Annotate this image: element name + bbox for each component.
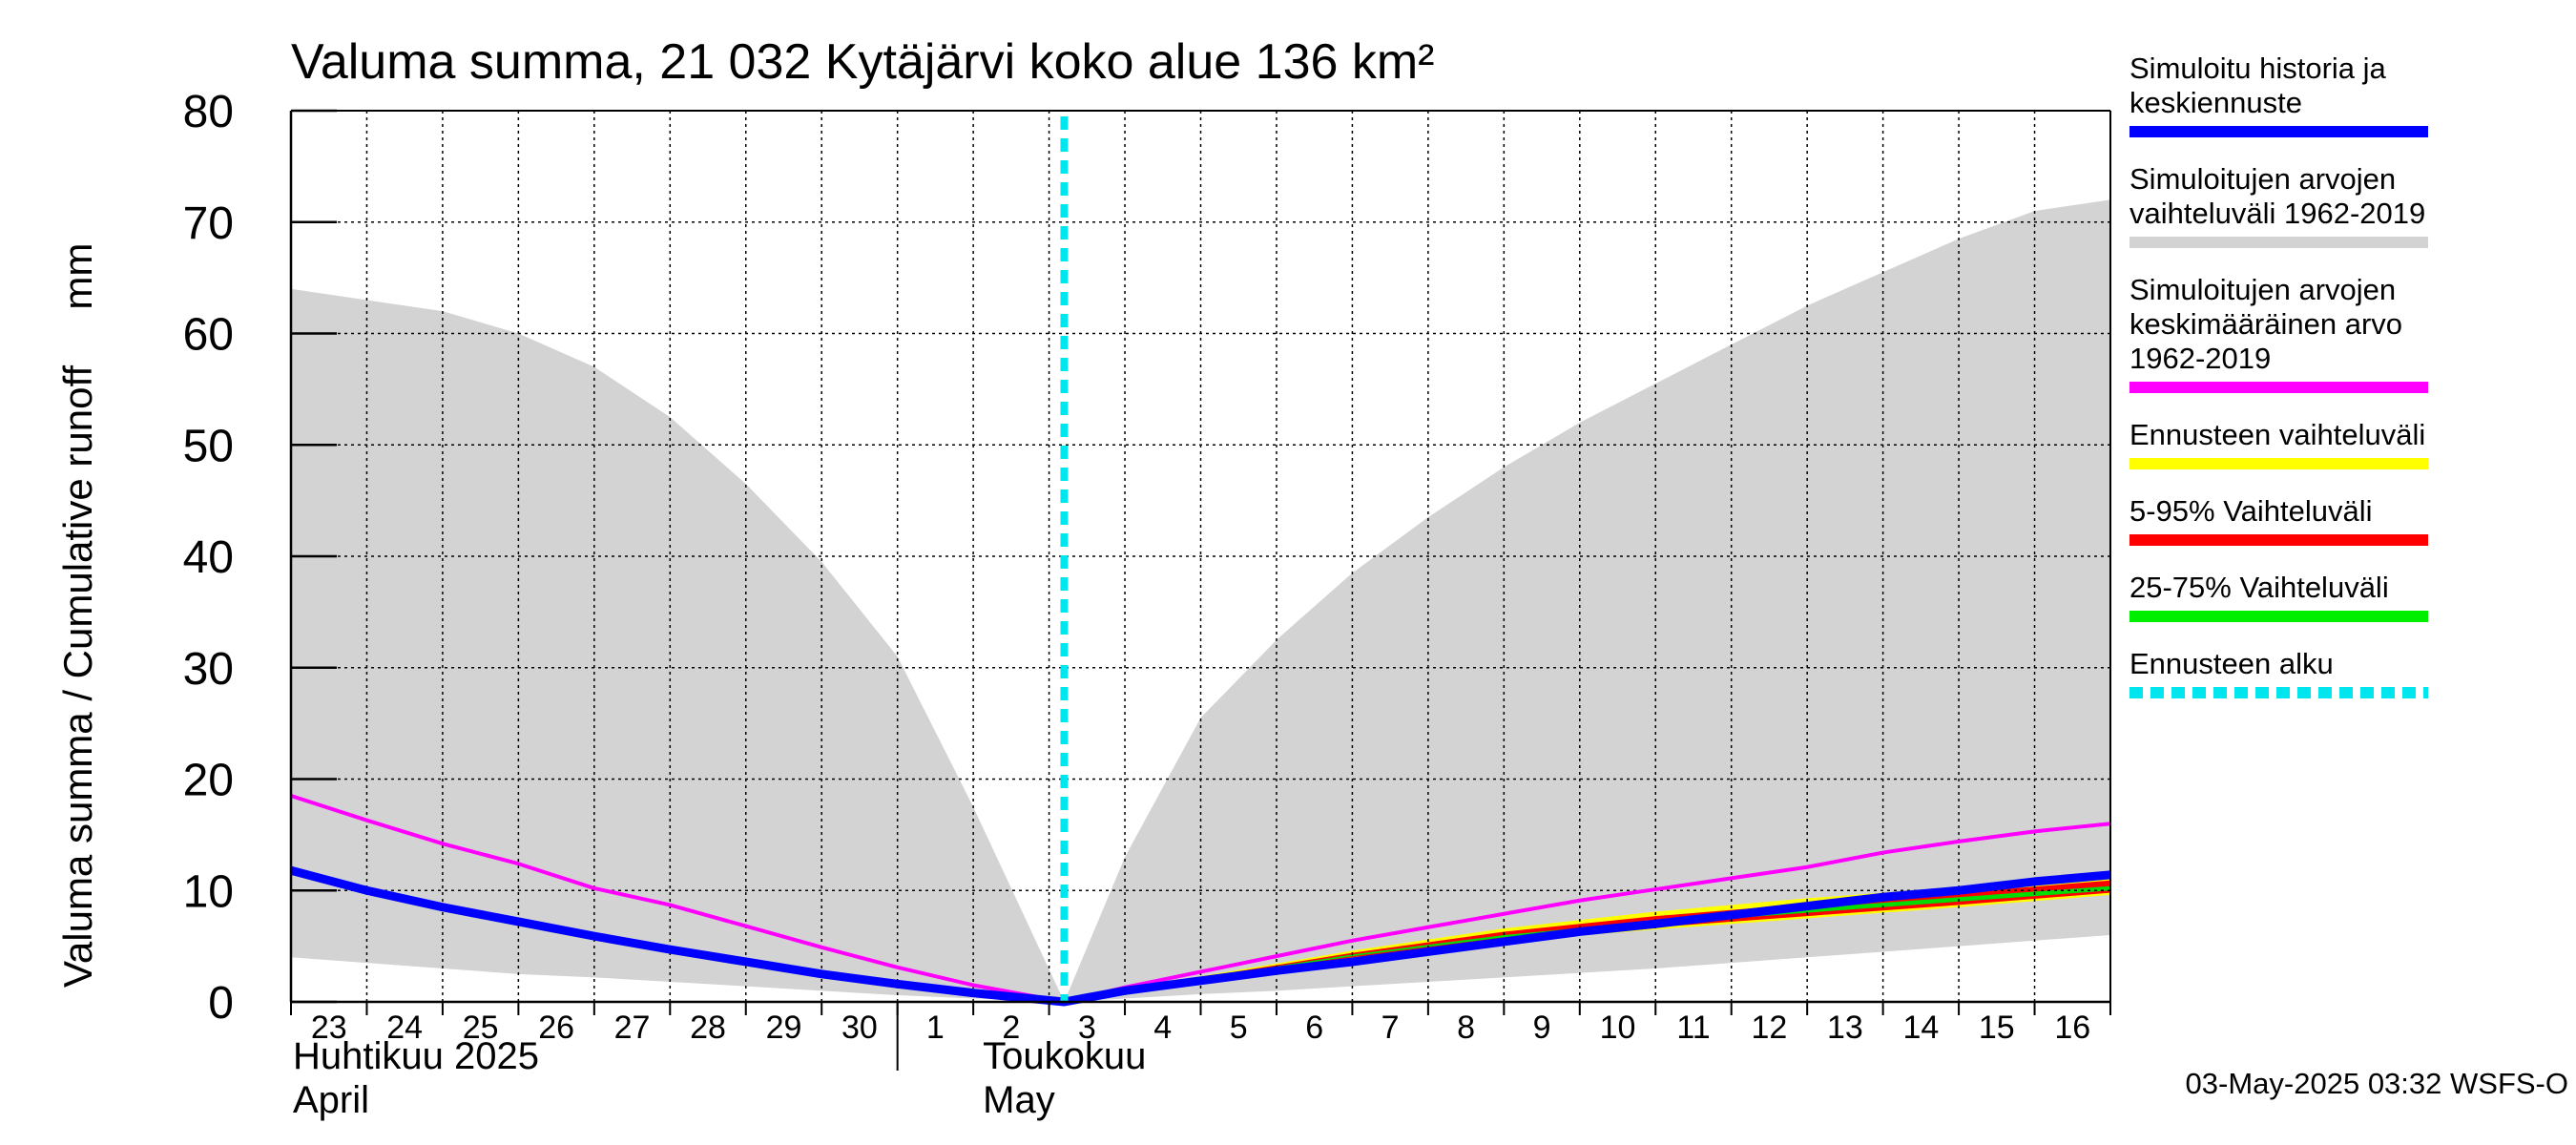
x-day-label: 7 <box>1381 1010 1400 1046</box>
legend-label: vaihteluväli 1962-2019 <box>2129 197 2425 230</box>
x-day-label: 11 <box>1676 1010 1710 1046</box>
x-day-label: 14 <box>1902 1010 1939 1046</box>
x-day-label: 9 <box>1533 1010 1551 1046</box>
y-tick-label-70: 70 <box>183 198 234 249</box>
footer-timestamp: 03-May-2025 03:32 WSFS-O <box>2186 1067 2568 1100</box>
x-day-label: 26 <box>538 1010 574 1046</box>
x-day-label: 1 <box>926 1010 945 1046</box>
line-simuloitujen-arvojen-keskim-r-inen-arvo-1962-2019 <box>290 794 2111 1004</box>
legend-label: keskimääräinen arvo <box>2129 307 2402 341</box>
legend-label: 5-95% Vaihteluväli <box>2129 494 2372 528</box>
x-day-label: 29 <box>766 1010 802 1046</box>
y-tick-label-30: 30 <box>183 644 234 695</box>
x-day-label: 15 <box>1979 1010 2015 1046</box>
plot-area <box>289 110 2111 1007</box>
x-day-label: 25 <box>463 1010 499 1046</box>
y-tick-label-40: 40 <box>183 532 234 583</box>
month-label-en: April <box>293 1079 369 1121</box>
x-day-label: 2 <box>1002 1010 1020 1046</box>
x-day-label: 4 <box>1153 1010 1172 1046</box>
x-day-label: 27 <box>614 1010 651 1046</box>
legend-label: 1962-2019 <box>2129 342 2271 375</box>
x-day-label: 12 <box>1752 1010 1788 1046</box>
legend-label: Simuloitujen arvojen <box>2129 162 2396 196</box>
band-5-95-vaihteluv-li <box>1064 880 2110 1002</box>
y-tick-label-20: 20 <box>183 756 234 806</box>
y-tick-label-0: 0 <box>208 978 234 1029</box>
month-label: Huhtikuu 2025 <box>293 1035 539 1077</box>
x-day-label: 13 <box>1827 1010 1863 1046</box>
legend-label: 25-75% Vaihteluväli <box>2129 571 2389 604</box>
band-25-75-vaihteluv-li <box>1064 885 2110 1002</box>
y-tick-label-10: 10 <box>183 866 234 917</box>
legend-label: Simuloitujen arvojen <box>2129 273 2396 306</box>
y-tick-label-50: 50 <box>183 421 234 471</box>
y-tick-label-60: 60 <box>183 310 234 361</box>
y-axis-label: Valuma summa / Cumulative runoff mm <box>55 243 100 988</box>
y-tick-label-80: 80 <box>183 87 234 137</box>
x-day-label: 5 <box>1230 1010 1248 1046</box>
legend-label: Ennusteen vaihteluväli <box>2129 418 2425 451</box>
x-day-label: 10 <box>1600 1010 1636 1046</box>
line-simuloitu-historia-ja-keskiennuste <box>289 865 2111 1007</box>
x-day-label: 30 <box>841 1010 878 1046</box>
x-day-label: 16 <box>2054 1010 2090 1046</box>
x-day-label: 6 <box>1305 1010 1323 1046</box>
x-day-label: 28 <box>690 1010 726 1046</box>
legend-label: keskiennuste <box>2129 86 2302 119</box>
x-day-label: 3 <box>1078 1010 1096 1046</box>
month-label-en: May <box>983 1079 1055 1121</box>
legend-label: Ennusteen alku <box>2129 647 2334 680</box>
legend-label: Simuloitu historia ja <box>2129 52 2387 85</box>
x-day-label: 24 <box>386 1010 423 1046</box>
x-day-label: 8 <box>1457 1010 1475 1046</box>
month-label: Toukokuu <box>983 1035 1146 1077</box>
chart-title: Valuma summa, 21 032 Kytäjärvi koko alue… <box>291 34 1435 90</box>
x-day-label: 23 <box>311 1010 347 1046</box>
